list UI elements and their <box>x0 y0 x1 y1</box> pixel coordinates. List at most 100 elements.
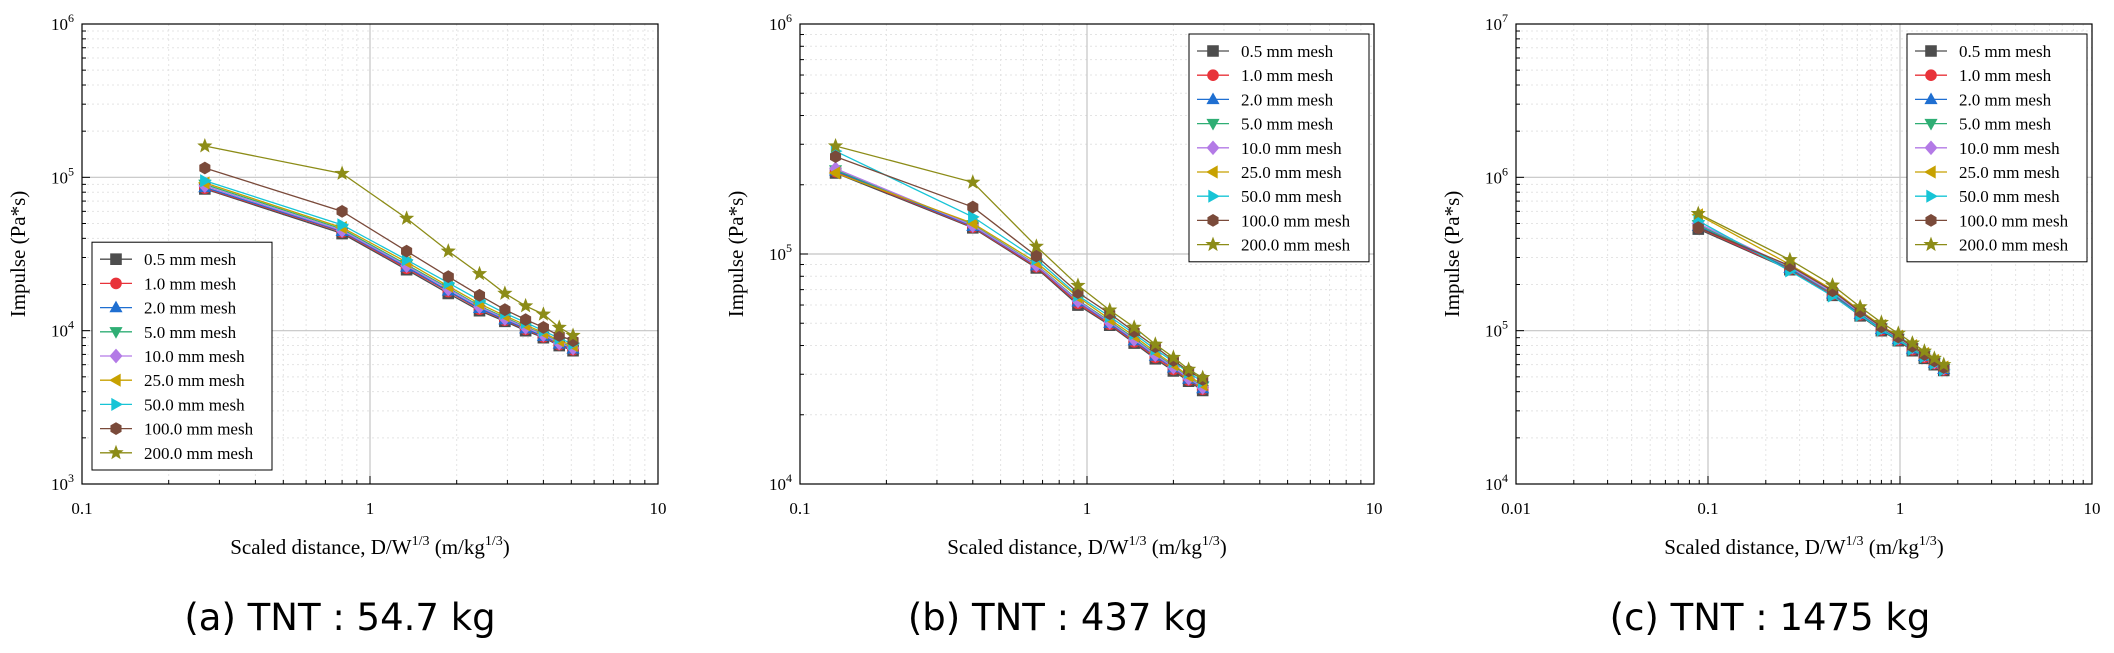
data-point <box>1782 251 1798 267</box>
data-point <box>1102 302 1118 317</box>
data-point <box>967 200 979 214</box>
data-point <box>830 150 842 164</box>
x-tick-label: 0.1 <box>789 499 810 518</box>
legend-marker <box>1924 118 1938 131</box>
legend-item: 10.0 mm mesh <box>100 347 245 366</box>
legend-marker <box>1206 140 1220 156</box>
axis-ticks <box>81 23 659 485</box>
data-point <box>1890 325 1906 340</box>
legend-item: 0.5 mm mesh <box>100 250 237 269</box>
data-point <box>827 137 844 153</box>
data-point <box>828 166 841 180</box>
data-point <box>199 161 211 175</box>
legend-marker <box>1207 69 1219 81</box>
legend-marker <box>1925 45 1937 57</box>
data-point <box>200 174 212 188</box>
x-axis-label: Scaled distance, D/W1/3 (m/kg1/3) <box>947 534 1227 559</box>
legend-marker <box>1925 69 1937 81</box>
legend-item: 5.0 mm mesh <box>100 323 237 342</box>
legend-label: 0.5 mm mesh <box>1241 42 1334 61</box>
legend-marker <box>1206 165 1218 179</box>
legend-item: 25.0 mm mesh <box>1197 163 1342 182</box>
legend-marker <box>1205 236 1221 252</box>
x-tick-label: 10 <box>2084 499 2101 518</box>
legend-marker <box>1208 189 1220 203</box>
data-point <box>1126 319 1142 334</box>
data-point <box>1070 277 1086 292</box>
series-line <box>204 185 574 349</box>
series-line <box>835 150 1204 383</box>
legend: 0.5 mm mesh 1.0 mm mesh 2.0 mm mesh 5.0 mm … <box>91 241 273 471</box>
series-line <box>204 145 574 337</box>
series-line <box>835 145 1204 379</box>
legend-label: 200.0 mm mesh <box>1959 236 2069 255</box>
legend-item: 200.0 mm mesh <box>100 444 254 463</box>
legend-marker <box>110 277 122 290</box>
legend-marker <box>1923 236 1939 252</box>
legend-item: 100.0 mm mesh <box>1197 211 1351 230</box>
legend-item: 10.0 mm mesh <box>1915 139 2060 158</box>
legend-item: 2.0 mm mesh <box>100 299 237 318</box>
y-tick-label: 104 <box>769 471 792 494</box>
data-point <box>197 138 213 153</box>
legend-marker <box>110 422 122 435</box>
legend-item: 10.0 mm mesh <box>1197 139 1342 158</box>
x-tick-label: 0.1 <box>71 499 92 518</box>
series-line <box>204 180 574 345</box>
legend-label: 10.0 mm mesh <box>144 347 245 366</box>
data-point <box>1690 205 1706 221</box>
legend-label: 50.0 mm mesh <box>1959 187 2060 206</box>
series-100-0-mm-mesh <box>199 161 579 348</box>
data-point <box>1028 238 1044 253</box>
legend-label: 0.5 mm mesh <box>1959 42 2052 61</box>
y-tick-label: 105 <box>1485 318 1508 341</box>
legend-item: 50.0 mm mesh <box>100 395 245 414</box>
legend-label: 1.0 mm mesh <box>1241 66 1334 85</box>
legend-label: 100.0 mm mesh <box>144 420 254 439</box>
legend-label: 25.0 mm mesh <box>144 371 245 390</box>
x-tick-label: 1 <box>366 499 375 518</box>
legend-item: 50.0 mm mesh <box>1197 187 1342 206</box>
series-line <box>835 168 1204 388</box>
legend-marker <box>109 327 123 339</box>
legend-label: 1.0 mm mesh <box>144 274 237 293</box>
legend-label: 25.0 mm mesh <box>1241 163 1342 182</box>
data-point <box>1936 356 1952 372</box>
legend-item: 0.5 mm mesh <box>1915 42 2052 61</box>
y-tick-label: 106 <box>769 11 792 34</box>
series-line <box>204 188 574 352</box>
legend-marker <box>109 348 123 364</box>
series-50-0-mm-mesh <box>830 144 1210 389</box>
y-tick-label: 104 <box>1485 471 1508 494</box>
panel-caption: (b) TNT : 437 kg <box>908 596 1208 639</box>
data-point <box>440 243 456 258</box>
panel-caption: (c) TNT : 1475 kg <box>1610 596 1931 639</box>
data-point <box>1916 343 1933 358</box>
legend-marker <box>1924 165 1936 179</box>
legend-item: 25.0 mm mesh <box>100 371 245 390</box>
legend-marker <box>109 373 121 387</box>
data-point <box>537 321 549 334</box>
x-tick-label: 10 <box>1366 499 1383 518</box>
y-tick-label: 103 <box>51 471 74 494</box>
data-point <box>518 297 534 313</box>
legend-item: 0.5 mm mesh <box>1197 42 1334 61</box>
y-tick-label: 104 <box>51 318 74 341</box>
legend-item: 5.0 mm mesh <box>1915 115 2052 134</box>
legend-label: 2.0 mm mesh <box>1241 90 1334 109</box>
y-tick-label: 106 <box>1485 164 1508 187</box>
data-point <box>1926 350 1942 365</box>
legend-label: 2.0 mm mesh <box>144 299 237 318</box>
legend-label: 200.0 mm mesh <box>1241 236 1351 255</box>
y-axis-label: Impulse (Pa*s) <box>1440 191 1464 318</box>
legend-label: 200.0 mm mesh <box>144 444 254 463</box>
series-200-0-mm-mesh <box>197 138 581 342</box>
legend-marker <box>1207 214 1219 227</box>
chart-panel-2: 0.1 1 10 104 105 106 Scaled distance, D/W1/3 (… <box>724 11 1383 639</box>
legend-item: 2.0 mm mesh <box>1197 90 1334 109</box>
legend-label: 1.0 mm mesh <box>1959 66 2052 85</box>
legend-label: 100.0 mm mesh <box>1959 211 2069 230</box>
data-point <box>497 285 513 300</box>
legend-label: 0.5 mm mesh <box>144 250 237 269</box>
data-point <box>1873 314 1889 329</box>
